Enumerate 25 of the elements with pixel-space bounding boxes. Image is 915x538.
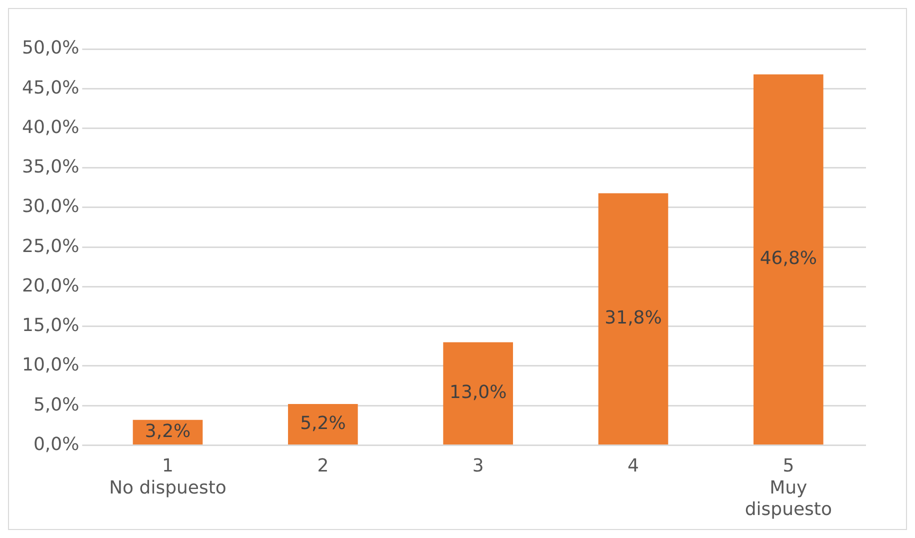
y-tick-label: 25,0%: [22, 236, 80, 257]
y-tick-label: 50,0%: [22, 38, 80, 59]
bar: [288, 404, 358, 444]
bar: [443, 342, 514, 444]
y-tick-label: 20,0%: [22, 275, 80, 296]
data-label: 5,2%: [300, 412, 346, 434]
x-tick-label: 4: [628, 456, 639, 477]
y-tick-label: 0,0%: [33, 434, 80, 455]
x-tick-label: 5 Muy dispuesto: [744, 456, 832, 520]
y-tick-label: 15,0%: [22, 315, 80, 336]
data-label: 3,2%: [144, 420, 191, 442]
data-label: 31,8%: [604, 308, 662, 329]
y-tick-label: 30,0%: [22, 196, 80, 218]
data-label: 46,8%: [760, 248, 818, 270]
bar: [598, 193, 668, 444]
data-label: 13,0%: [449, 382, 507, 403]
y-tick-label: 45,0%: [22, 77, 80, 98]
y-tick-label: 10,0%: [22, 354, 80, 376]
bar: [754, 74, 824, 444]
x-tick-label: 2: [317, 456, 329, 477]
x-tick-label: 3: [472, 456, 484, 477]
y-tick-label: 35,0%: [22, 156, 80, 178]
y-tick-label: 5,0%: [33, 394, 80, 416]
y-tick-label: 40,0%: [22, 116, 80, 138]
x-tick-label: 1 No dispuesto: [109, 456, 226, 498]
